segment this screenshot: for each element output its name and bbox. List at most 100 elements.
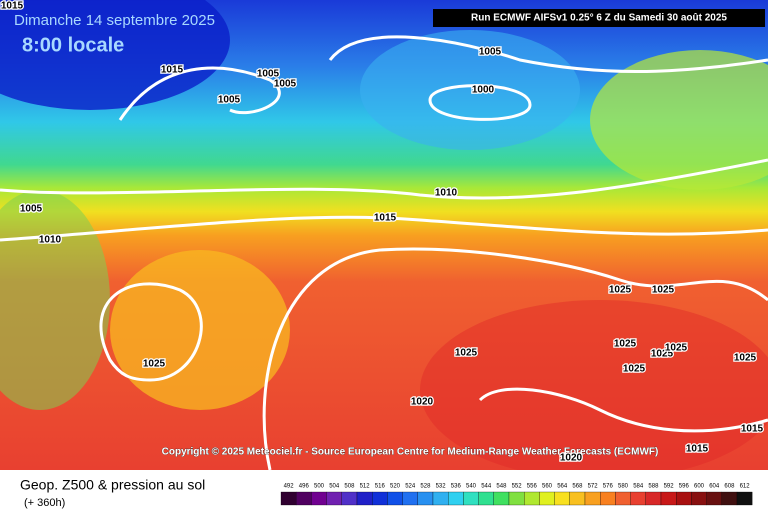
- scale-swatch: [508, 491, 525, 506]
- isobar-label: 1015: [686, 444, 709, 455]
- lead-time: (+ 360h): [24, 497, 65, 509]
- scale-label: 592: [664, 484, 675, 490]
- scale-swatch: [280, 491, 297, 506]
- scale-label: 588: [648, 484, 659, 490]
- scale-label: 500: [314, 484, 325, 490]
- scale-label: 600: [694, 484, 705, 490]
- isobar-label: 1025: [652, 285, 675, 296]
- scale-swatch: [584, 491, 601, 506]
- isobar-label: 1025: [734, 353, 757, 364]
- scale-swatch: [478, 491, 494, 506]
- copyright: Copyright © 2025 Meteociel.fr - Source E…: [162, 447, 659, 458]
- scale-swatch: [296, 491, 312, 506]
- scale-swatch: [569, 491, 586, 506]
- scale-swatch: [554, 491, 570, 506]
- scale-label: 532: [436, 484, 447, 490]
- run-banner: [433, 9, 765, 27]
- hot-area: [420, 300, 768, 480]
- scale-label: 556: [527, 484, 538, 490]
- scale-label: 544: [481, 484, 492, 490]
- scale-swatch: [432, 491, 449, 506]
- isobar: [0, 215, 768, 242]
- scale-label: 512: [360, 484, 371, 490]
- isobar-label: 1025: [609, 285, 632, 296]
- isobar: [428, 84, 532, 121]
- scale-swatch: [402, 491, 418, 506]
- isobar-label: 1010: [39, 235, 62, 246]
- isobar-label: 1020: [560, 453, 583, 464]
- scale-label: 596: [679, 484, 690, 490]
- scale-label: 528: [420, 484, 431, 490]
- scale-label: 516: [375, 484, 386, 490]
- scale-label: 524: [405, 484, 416, 490]
- scale-label: 504: [329, 484, 340, 490]
- scale-swatch: [493, 491, 510, 506]
- isobar: [262, 247, 768, 471]
- scale-swatch: [615, 491, 631, 506]
- isobar-label: 1015: [374, 213, 397, 224]
- scale-label: 496: [299, 484, 310, 490]
- scale-swatch: [660, 491, 677, 506]
- isobar-label: 1015: [161, 65, 184, 76]
- run-info: Run ECMWF AIFSv1 0.25° 6 Z du Samedi 30 …: [471, 13, 727, 24]
- map-area: [0, 0, 768, 480]
- scale-swatch: [645, 491, 662, 506]
- scale-label: 564: [557, 484, 568, 490]
- scale-label: 520: [390, 484, 401, 490]
- scale-label: 576: [603, 484, 614, 490]
- isobar-label: 1025: [623, 364, 646, 375]
- scale-label: 580: [618, 484, 629, 490]
- isobar-label: 1020: [411, 397, 434, 408]
- cool-area: [0, 190, 110, 410]
- scale-swatch: [524, 491, 540, 506]
- isobar-label: 1025: [614, 339, 637, 350]
- scale-swatch: [539, 491, 555, 506]
- scale-label: 568: [572, 484, 583, 490]
- scale-swatch: [326, 491, 342, 506]
- scale-swatch: [417, 491, 434, 506]
- low-area: [360, 30, 580, 150]
- isobar-label: 1005: [274, 79, 297, 90]
- scale-label: 508: [344, 484, 355, 490]
- isobar: [0, 158, 768, 200]
- isobar-label: 1015: [1, 1, 24, 12]
- isobar-label: 1015: [741, 424, 764, 435]
- scale-label: 540: [466, 484, 477, 490]
- scale-swatch: [676, 491, 692, 506]
- scale-swatch: [691, 491, 707, 506]
- scale-swatch: [387, 491, 403, 506]
- scale-swatch: [341, 491, 358, 506]
- local-time: 8:00 locale: [22, 34, 124, 56]
- scale-label: 572: [588, 484, 599, 490]
- scale-swatch: [372, 491, 388, 506]
- product-title: Geop. Z500 & pression au sol: [20, 477, 205, 493]
- scale-label: 584: [633, 484, 644, 490]
- scale-swatch: [463, 491, 479, 506]
- low-area: [0, 0, 230, 110]
- scale-label: 492: [284, 484, 295, 490]
- color-scale: 492 496 500 504 508 512 516 520 524 528 532 536 540 5…: [280, 484, 753, 506]
- date: Dimanche 14 septembre 2025: [14, 12, 215, 29]
- scale-label: 604: [709, 484, 720, 490]
- isobar: [328, 35, 768, 74]
- isobar-label: 1025: [143, 359, 166, 370]
- scale-label: 612: [740, 484, 751, 490]
- isobar-label: 1005: [257, 69, 280, 80]
- scale-label: 560: [542, 484, 553, 490]
- isobar: [478, 387, 768, 433]
- isobar-label: 1005: [479, 47, 502, 58]
- warm-area: [590, 50, 768, 190]
- scale-swatch: [706, 491, 722, 506]
- scale-label: 608: [724, 484, 735, 490]
- isobar-label: 1025: [665, 343, 688, 354]
- isobar-label: 1000: [472, 85, 495, 96]
- scale-swatch: [630, 491, 646, 506]
- scale-swatch: [356, 491, 373, 506]
- isobar-label: 1025: [455, 348, 478, 359]
- scale-swatch: [600, 491, 616, 506]
- isobar-label: 1010: [435, 188, 458, 199]
- scale-swatch: [721, 491, 738, 506]
- isobar-label: 1005: [218, 95, 241, 106]
